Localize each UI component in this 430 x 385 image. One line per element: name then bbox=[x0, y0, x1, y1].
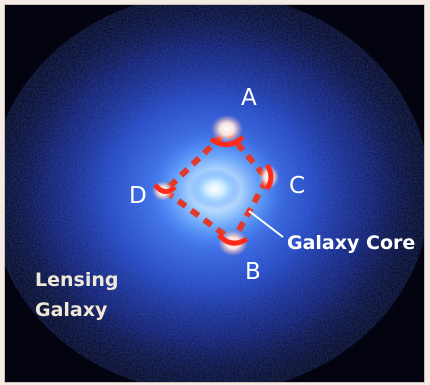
label-image-d: D bbox=[129, 183, 147, 209]
label-lensing-galaxy-line2: Galaxy bbox=[35, 299, 108, 321]
label-image-b: B bbox=[245, 259, 261, 285]
lensed-image-a bbox=[209, 115, 245, 147]
core-pointer-line bbox=[248, 210, 284, 238]
lensing-photo: A B C D Galaxy Core Lensing Galaxy bbox=[4, 4, 425, 383]
label-lensing-galaxy-line1: Lensing bbox=[35, 269, 119, 291]
lensed-image-d bbox=[152, 181, 177, 201]
lensed-image-c bbox=[259, 163, 279, 191]
label-image-a: A bbox=[241, 85, 257, 111]
galaxy-core-glow bbox=[189, 169, 241, 209]
galaxy-lens-picture bbox=[5, 5, 424, 382]
label-image-c: C bbox=[289, 173, 306, 199]
label-galaxy-core: Galaxy Core bbox=[287, 232, 416, 254]
lensed-image-b bbox=[217, 230, 249, 256]
